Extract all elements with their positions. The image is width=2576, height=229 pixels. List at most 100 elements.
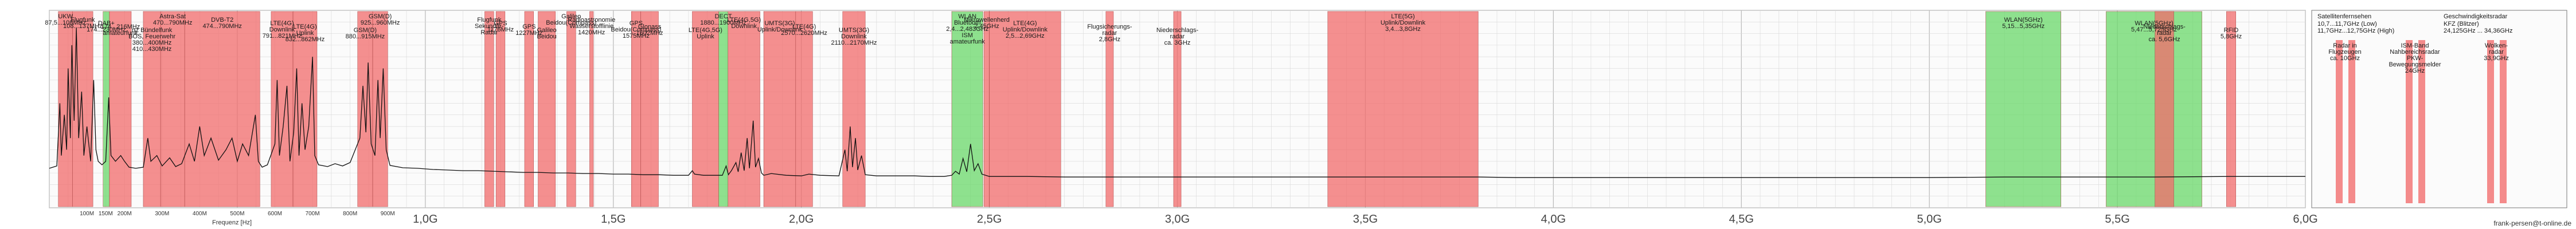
- band-label-line: rtz Bündelfunk: [132, 27, 173, 34]
- band-12: [495, 11, 506, 207]
- band-label-13: GPS 1227MHz: [515, 23, 542, 37]
- inset-subtitle: 10,7...11,7GHz (Low): [2317, 21, 2377, 27]
- band-label-line: WLAN(5GHz): [2135, 20, 2173, 27]
- band-label-line: Bluetooth: [954, 19, 980, 26]
- band-label-line: 2570...2620MHz: [781, 30, 827, 37]
- band-label-3: 174...216MHz amateurfunk: [101, 23, 140, 37]
- band-25: [951, 11, 983, 207]
- band-label-25: WLAN Bluetooth 2,4...2,483GHz ISM amateurfun…: [946, 13, 988, 45]
- tick-label-major: 4,5G: [1729, 213, 1754, 226]
- band-label-line: Radar: [480, 29, 498, 36]
- tick-label-minor: 400M: [193, 211, 207, 217]
- band-32: [2106, 11, 2202, 207]
- band-label-line: Flugfunk: [71, 17, 95, 23]
- band-label-line: DAB+: [98, 20, 115, 27]
- inset-marker-2-b: [2500, 40, 2507, 203]
- band-label-line: Uplink: [697, 33, 714, 40]
- band-label-28: Flugsicherungs-radar 2,8GHz: [1087, 23, 1132, 43]
- band-13: [524, 11, 534, 207]
- band-label-1: Flugfunk 108...137MHz: [63, 17, 102, 30]
- band-label-8: LTE(4G) Uplink 832...862MHz: [286, 23, 325, 43]
- band-label-line: Downlink: [269, 26, 295, 33]
- band-label-line: ISM: [961, 32, 973, 39]
- band-label-line: 791...821MHz: [263, 33, 302, 40]
- band-label-line: LTE(4G,5G): [727, 17, 761, 23]
- band-label-line: Glonass: [638, 23, 662, 30]
- band-label-line: GPS: [494, 20, 507, 27]
- band-label-line: UMTS(3G): [839, 27, 869, 34]
- band-7: [271, 11, 294, 207]
- tick-label-minor: 900M: [381, 211, 395, 217]
- band-label-line: 5,47...5,725GHz: [2131, 26, 2177, 33]
- band-label-line: BOS, Feuerwehr: [128, 33, 175, 40]
- band-28: [1105, 11, 1114, 207]
- band-label-line: 880...915MHz: [346, 33, 385, 40]
- tick-label-minor: 700M: [306, 211, 320, 217]
- inset-marker-label-0: Radar in Flugzeugen ca. 10GHz: [2328, 42, 2362, 62]
- band-label-10: GSM(D) 925...960MHz: [361, 13, 400, 26]
- band-label-19: LTE(4G,5G) Uplink: [689, 27, 722, 40]
- band-label-line: radar: [1170, 33, 1185, 40]
- band-label-11: Flugfunk Sekundär-Radar: [475, 17, 504, 36]
- band-label-line: amateurfunk: [950, 38, 986, 45]
- band-label-line: 1176MHz: [487, 26, 514, 33]
- band-29: [1173, 11, 1182, 207]
- band-24: [842, 11, 866, 207]
- band-label-line: 87,5...108MHz: [45, 19, 86, 26]
- band-label-line: Beidou(Compass): [546, 19, 596, 26]
- band-label-24: UMTS(3G) Downlink 2110...2170MHz: [831, 27, 877, 46]
- band-label-9: GSM(D) 880...915MHz: [346, 27, 385, 40]
- band-label-line: ca. 3GHz: [1164, 40, 1191, 46]
- band-label-line: GPS: [522, 23, 535, 30]
- band-label-line: WLAN(5GHz): [2004, 17, 2043, 23]
- band-label-line: 925...960MHz: [361, 19, 400, 26]
- inset-marker-label-line: Radar in: [2333, 42, 2357, 49]
- band-label-21: LTE(4G,5G) Downlink: [727, 17, 761, 30]
- band-15: [566, 11, 576, 207]
- inset-marker-2: [2487, 40, 2494, 203]
- band-label-line: Downlink: [841, 33, 867, 40]
- band-label-line: 1420MHz: [578, 29, 605, 36]
- band-label-6: DVB-T2 474...790MHz: [202, 17, 241, 30]
- band-label-0: UKW 87,5...108MHz: [45, 13, 86, 26]
- band-label-line: 5,8GHz: [2221, 33, 2242, 40]
- inset-marker-label-line: Nahbereichsradar: [2390, 49, 2440, 56]
- band-label-line: DVB-T2: [211, 17, 233, 23]
- tick-label-major: 1,5G: [601, 213, 626, 226]
- band-label-2: DAB+ 174...230MHz: [87, 20, 126, 33]
- band-31: [1985, 11, 2061, 207]
- inset-marker-1-b: [2418, 40, 2425, 203]
- band-label-29: Niederschlags-radar ca. 3GHz: [1156, 27, 1199, 46]
- band-label-line: 1602MHz: [636, 30, 663, 37]
- signal-trace: [49, 27, 2305, 178]
- inset-marker-label-line: ISM-Band: [2401, 42, 2429, 49]
- band-label-18: Glonass 1602MHz: [636, 23, 663, 37]
- band-14: [538, 11, 556, 207]
- inset-marker-label-1: ISM-Band Nahbereichsradar PKW-Bewegungsmel…: [2389, 42, 2441, 74]
- band-label-line: WLAN: [958, 13, 976, 20]
- tick-label-major: 5,0G: [1917, 213, 1941, 226]
- band-label-line: ca. 5,6GHz: [2149, 36, 2180, 43]
- band-label-line: Astra-Sat: [159, 13, 186, 20]
- band-label-line: Galileo: [537, 27, 557, 34]
- tick-label-major: 4,0G: [1541, 213, 1566, 226]
- band-label-15: Galileo Beidou(Compass): [546, 13, 596, 26]
- inset-marker-0: [2336, 40, 2343, 203]
- band-11: [484, 11, 494, 207]
- band-label-line: radar: [2157, 30, 2172, 37]
- band-label-line: LTE(4G): [1013, 20, 1037, 27]
- inset-marker-label-line: PKW-: [2407, 55, 2423, 62]
- band-label-30: LTE(5G) Uplink/Downlink 3,4...3,8GHz: [1381, 13, 1426, 33]
- band-label-22: UMTS(3G) Uplink/Downlink: [757, 20, 803, 33]
- axis-ticks: 100M 150M 200M 300M 400M 500M 600M 700M 800M 900M…: [80, 211, 2318, 226]
- signal-trace-line: [49, 27, 2305, 178]
- band-label-line: 2110...2170MHz: [831, 40, 877, 46]
- x-axis-title: Frequenz [Hz]: [212, 219, 252, 226]
- footer-credit: frank-persen@t-online.de: [2493, 219, 2571, 227]
- band-label-7: LTE(4G) Downlink 791...821MHz: [263, 20, 302, 40]
- inset-marker-1: [2406, 40, 2413, 203]
- band-label-line: Beidou(Compass): [611, 26, 661, 33]
- band-label-line: Sekundär-: [475, 23, 504, 30]
